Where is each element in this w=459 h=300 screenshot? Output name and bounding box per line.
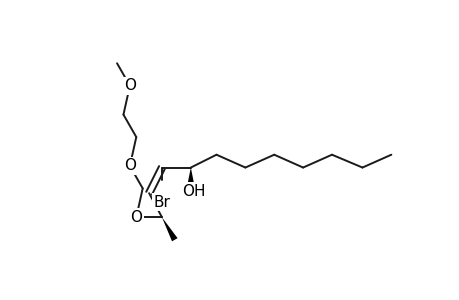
Text: O: O <box>130 210 142 225</box>
Text: O: O <box>123 158 135 173</box>
Polygon shape <box>187 167 194 184</box>
Text: Br: Br <box>153 195 170 210</box>
Text: OH: OH <box>182 184 205 199</box>
Text: O: O <box>123 78 135 93</box>
Polygon shape <box>162 217 177 241</box>
